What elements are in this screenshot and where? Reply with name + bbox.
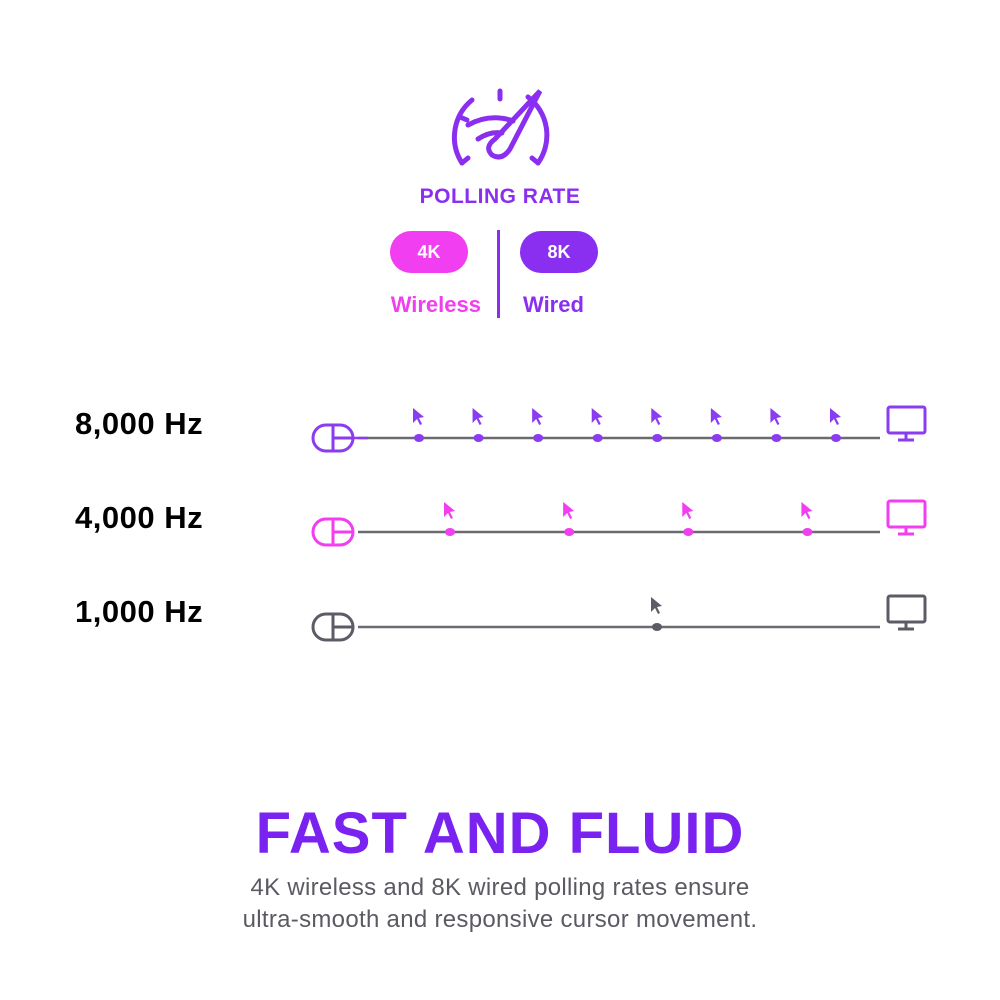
report-dot <box>683 528 694 536</box>
monitor-screen <box>886 594 927 624</box>
rate-label-8000: 8,000 Hz <box>75 406 204 441</box>
report-dot <box>445 528 455 536</box>
mouse-icon <box>311 517 355 547</box>
cursor-icon <box>413 408 424 425</box>
monitor-icon <box>886 499 927 536</box>
report-dot <box>652 623 662 631</box>
badge-8k: 8K <box>520 231 598 273</box>
divider <box>497 230 500 318</box>
rate-row <box>311 594 927 642</box>
speedometer-wifi-icon <box>451 88 550 166</box>
cursor-icon <box>563 502 575 519</box>
rate-label-1000: 1,000 Hz <box>75 594 204 629</box>
report-dot <box>802 528 813 536</box>
cursor-icon <box>710 408 722 425</box>
rate-row <box>311 405 927 453</box>
polling-rate-title: POLLING RATE <box>419 185 581 208</box>
report-dot <box>414 434 424 442</box>
mouse-icon <box>311 612 355 642</box>
headline: FAST AND FLUID <box>255 801 745 866</box>
description: 4K wireless and 8K wired polling rates e… <box>0 872 1000 936</box>
cursor-icon <box>651 597 662 614</box>
report-dot <box>831 434 841 442</box>
cursor-icon <box>682 502 694 519</box>
report-dot <box>592 434 603 442</box>
description-line-2: ultra-smooth and responsive cursor movem… <box>242 906 758 933</box>
polling-diagram <box>311 405 927 642</box>
report-dot <box>473 434 484 442</box>
mouse-icon <box>311 423 355 453</box>
report-dot <box>771 434 782 442</box>
cursor-icon <box>591 408 603 425</box>
cursor-icon <box>532 408 544 425</box>
cursor-icon <box>651 408 663 425</box>
cursor-icon <box>830 408 841 425</box>
report-dot <box>533 434 544 442</box>
wired-label: Wired <box>523 292 584 317</box>
rate-label-4000: 4,000 Hz <box>75 500 204 535</box>
monitor-screen <box>886 499 927 529</box>
monitor-icon <box>886 594 927 631</box>
rate-row <box>311 499 927 547</box>
report-dot <box>652 434 663 442</box>
cursor-icon <box>801 502 813 519</box>
monitor-screen <box>886 405 927 435</box>
cursor-icon <box>770 408 782 425</box>
cursor-icon <box>444 502 455 519</box>
report-dot <box>711 434 722 442</box>
wireless-label: Wireless <box>390 292 481 317</box>
cursor-icon <box>472 408 484 425</box>
badge-4k: 4K <box>390 231 468 273</box>
description-line-1: 4K wireless and 8K wired polling rates e… <box>250 874 750 901</box>
report-dot <box>564 528 575 536</box>
monitor-icon <box>886 405 927 442</box>
